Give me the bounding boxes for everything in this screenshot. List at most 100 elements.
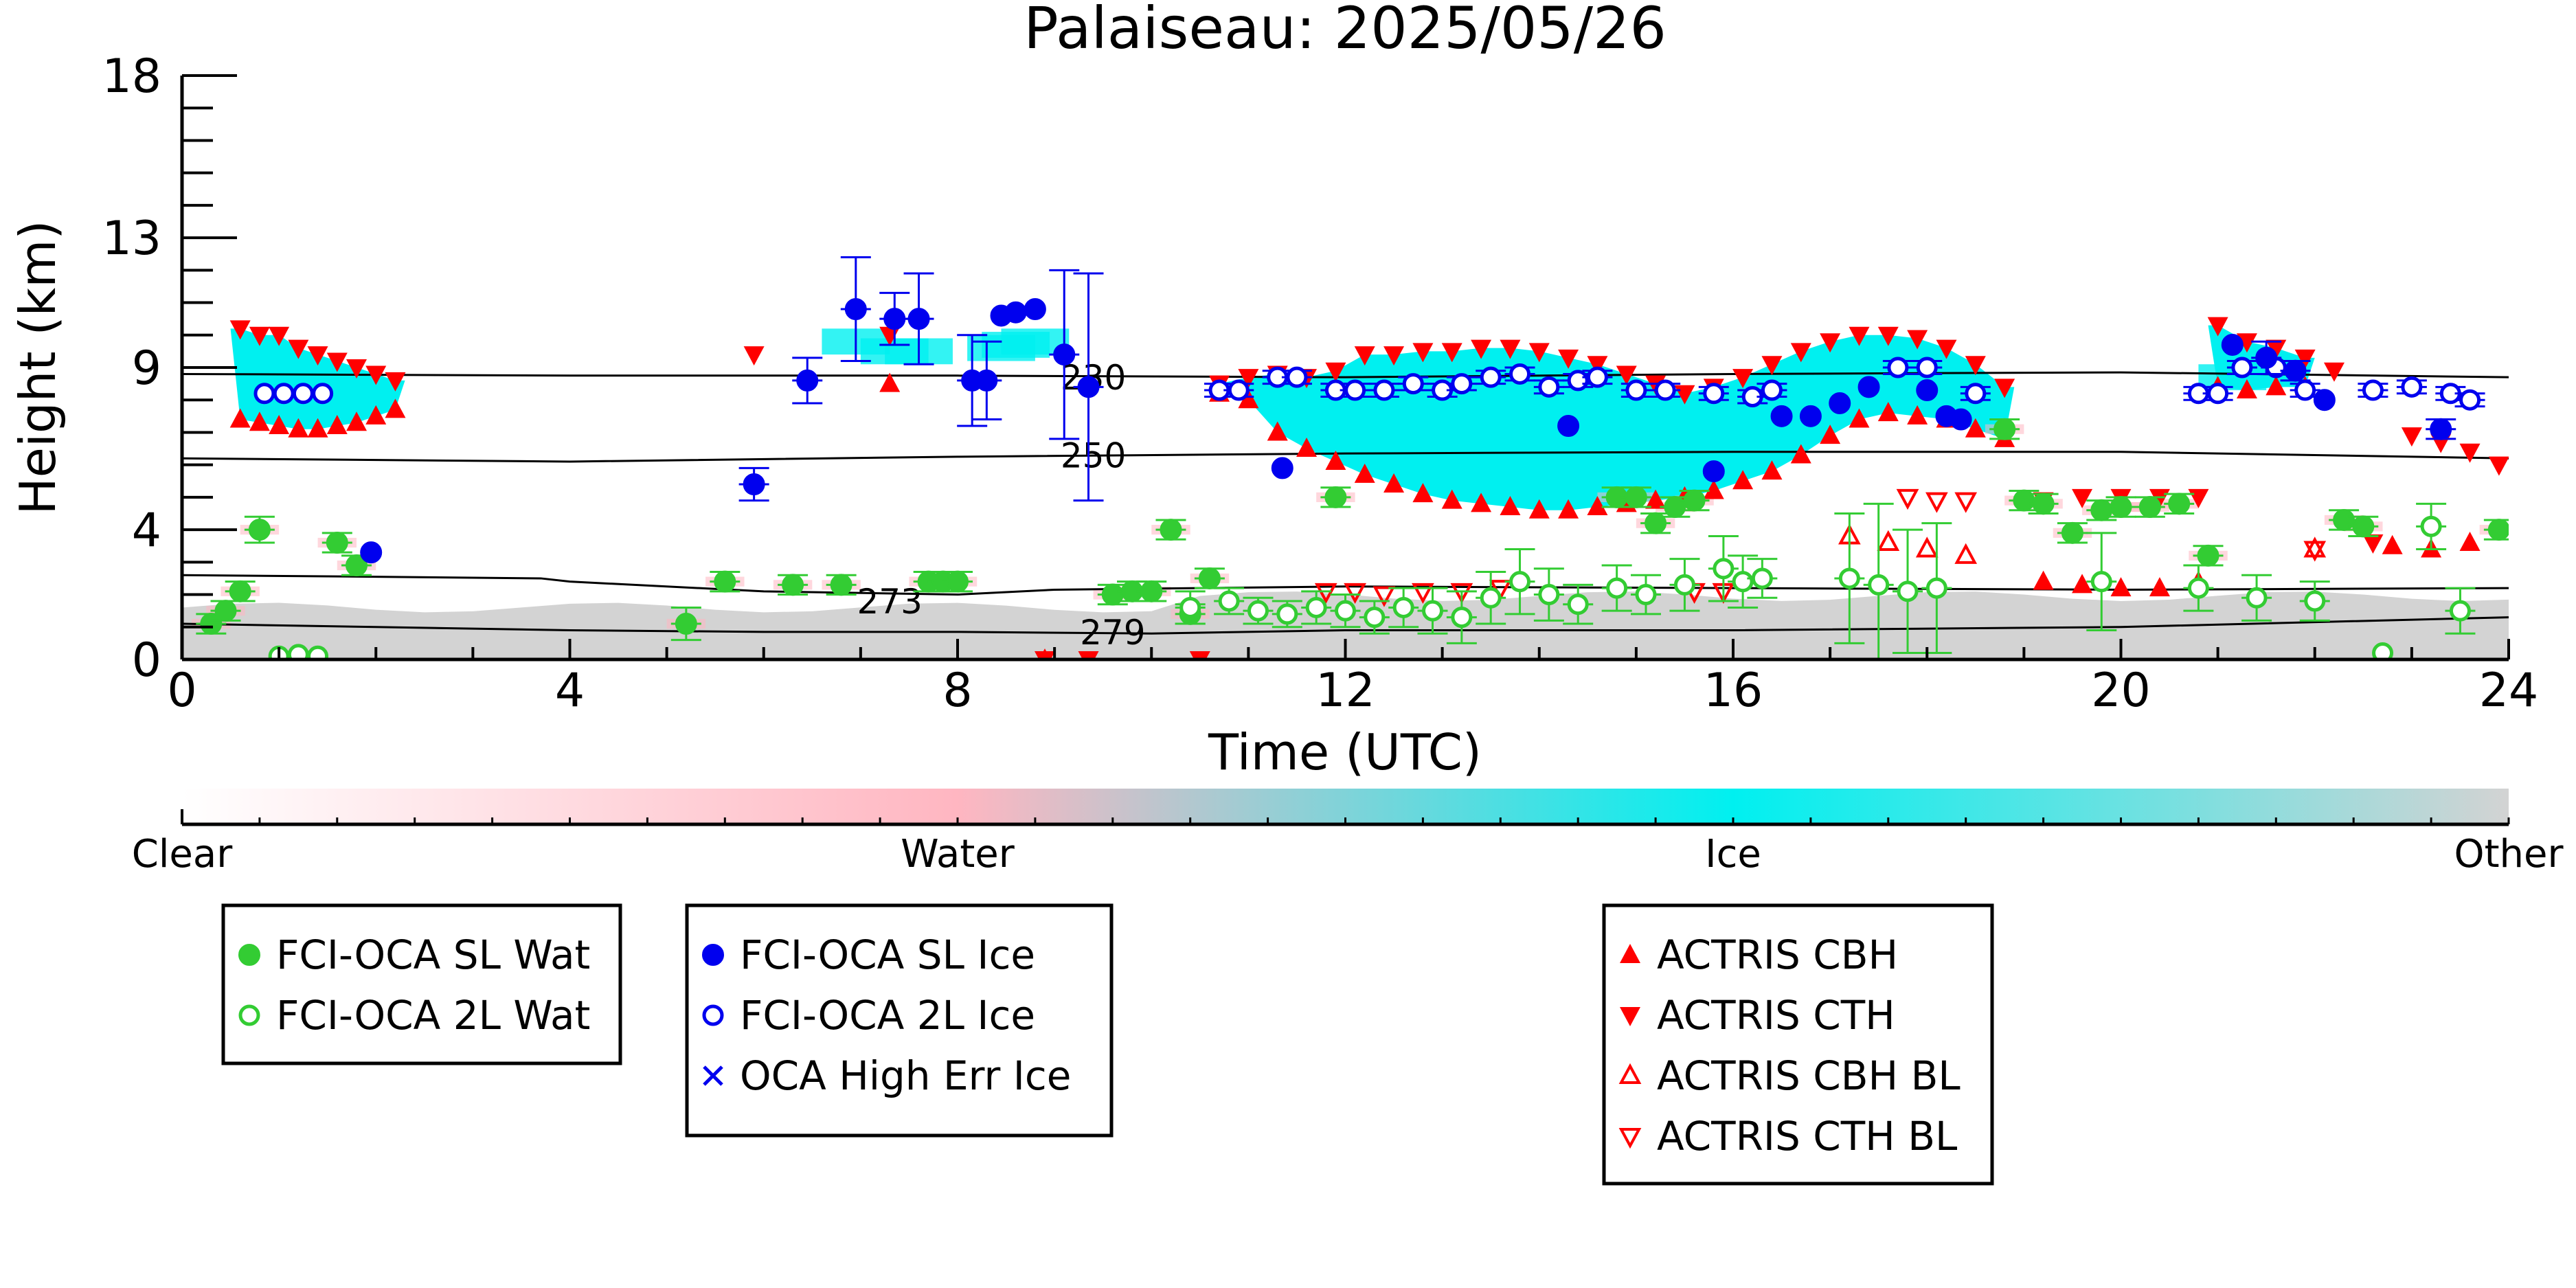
point-actris-cbh bbox=[1471, 493, 1492, 512]
point-fci-oca-2l-ice bbox=[292, 383, 314, 405]
point-actris-cth bbox=[1645, 375, 1667, 395]
point-actris-cbh bbox=[1412, 483, 1434, 503]
point-actris-cbh-bl bbox=[1915, 536, 1939, 558]
point-actris-cth bbox=[1383, 346, 1405, 366]
y-tick-label: 18 bbox=[102, 49, 161, 104]
point-actris-cbh bbox=[346, 411, 368, 431]
x-axis-label: Time (UTC) bbox=[1208, 723, 1482, 781]
point-fci-oca-2l-ice bbox=[2401, 376, 2423, 398]
point-fci-oca-2l-wat bbox=[2187, 577, 2209, 599]
point-fci-oca-sl-wat bbox=[2487, 519, 2509, 541]
data-series bbox=[196, 256, 2509, 659]
y-axis-label: Height (km) bbox=[9, 221, 67, 515]
point-fci-oca-sl-wat bbox=[1160, 519, 1182, 541]
point-fci-oca-sl-ice bbox=[1857, 376, 1880, 398]
point-actris-cth bbox=[1587, 356, 1608, 376]
point-fci-oca-sl-wat bbox=[1683, 489, 1706, 512]
point-actris-cbh bbox=[2033, 570, 2054, 590]
point-fci-oca-2l-wat bbox=[1509, 571, 1531, 593]
point-fci-oca-2l-wat bbox=[2372, 642, 2394, 659]
legend-box-3: ACTRIS CBH ACTRIS CTH ACTRIS CBH BL ACTRIS … bbox=[1602, 903, 1994, 1186]
colorbar-label-clear: Clear bbox=[132, 832, 233, 877]
point-fci-oca-2l-wat bbox=[1713, 558, 1735, 580]
point-fci-oca-sl-wat bbox=[1645, 512, 1667, 534]
point-fci-oca-2l-ice bbox=[1402, 373, 1424, 395]
point-actris-cth bbox=[1790, 343, 1811, 363]
point-fci-oca-sl-ice bbox=[907, 308, 930, 330]
point-fci-oca-2l-wat bbox=[1179, 596, 1201, 618]
point-actris-cbh bbox=[1965, 418, 1986, 438]
series-fci-oca-2l-ice bbox=[253, 357, 2485, 411]
point-actris-cbh bbox=[1849, 408, 1870, 428]
contour-279 bbox=[182, 616, 2509, 635]
point-fci-oca-sl-ice bbox=[1053, 343, 1076, 366]
point-actris-cth bbox=[2401, 427, 2422, 447]
point-actris-cbh bbox=[1558, 499, 1579, 519]
point-actris-cth bbox=[2294, 349, 2316, 369]
point-actris-cbh-bl bbox=[1954, 543, 1978, 564]
contour-label-250: 250 bbox=[1061, 436, 1126, 476]
point-actris-cbh bbox=[249, 411, 270, 431]
legend-marker bbox=[1620, 944, 1640, 963]
point-fci-oca-2l-ice bbox=[2294, 379, 2316, 401]
point-fci-oca-2l-ice bbox=[1451, 373, 1473, 395]
point-fci-oca-2l-ice bbox=[1654, 379, 1676, 401]
legend-entry-label: FCI-OCA SL Wat bbox=[276, 931, 590, 978]
point-actris-cth bbox=[1616, 365, 1637, 385]
point-actris-cth bbox=[229, 320, 251, 340]
point-fci-oca-sl-ice bbox=[2430, 418, 2452, 440]
point-fci-oca-sl-wat bbox=[2110, 496, 2132, 519]
point-fci-oca-2l-ice bbox=[1567, 370, 1589, 392]
point-actris-cbh bbox=[1761, 460, 1783, 480]
point-fci-oca-sl-ice bbox=[1829, 392, 1851, 414]
legend-box-1: FCI-OCA SL Wat FCI-OCA 2L Wat bbox=[221, 903, 622, 1065]
point-fci-oca-2l-wat bbox=[2449, 600, 2471, 622]
legend-marker bbox=[702, 1004, 724, 1026]
point-actris-cbh bbox=[326, 415, 348, 434]
legend-marker bbox=[238, 944, 260, 966]
point-actris-cbh bbox=[1383, 473, 1405, 493]
point-fci-oca-sl-ice bbox=[2313, 389, 2336, 411]
y-tick-label: 9 bbox=[132, 341, 161, 396]
point-fci-oca-2l-ice bbox=[1538, 376, 1560, 398]
point-fci-oca-sl-ice bbox=[1916, 379, 1939, 402]
point-fci-oca-sl-ice bbox=[1271, 457, 1293, 479]
point-fci-oca-2l-wat bbox=[1305, 596, 1327, 618]
point-fci-oca-sl-ice bbox=[844, 298, 867, 320]
point-fci-oca-2l-wat bbox=[1673, 574, 1695, 596]
point-actris-cbh bbox=[385, 398, 406, 418]
point-fci-oca-2l-ice bbox=[2231, 357, 2253, 379]
legend-frame bbox=[1602, 903, 1994, 1186]
point-fci-oca-sl-wat bbox=[229, 580, 251, 602]
point-fci-oca-2l-wat bbox=[1925, 577, 1947, 599]
point-actris-cth bbox=[346, 359, 368, 379]
point-fci-oca-2l-ice bbox=[1286, 366, 1308, 388]
legend: FCI-OCA SL Wat FCI-OCA 2L Wat FCI-OCA SL I… bbox=[221, 903, 1994, 1186]
point-fci-oca-2l-ice bbox=[2207, 383, 2229, 405]
contour-273 bbox=[182, 574, 2509, 596]
point-actris-cth bbox=[2323, 362, 2345, 382]
point-fci-oca-sl-ice bbox=[1770, 405, 1793, 427]
point-fci-oca-2l-wat bbox=[1422, 600, 1444, 622]
legend-marker bbox=[1618, 1128, 1642, 1149]
point-actris-cth bbox=[365, 365, 387, 385]
point-fci-oca-2l-wat bbox=[1218, 590, 1240, 612]
point-fci-oca-2l-ice bbox=[253, 383, 275, 405]
point-actris-cth bbox=[326, 352, 348, 372]
colorbar-label-water: Water bbox=[901, 832, 1015, 877]
x-tick-label: 20 bbox=[2091, 664, 2151, 718]
point-fci-oca-sl-ice bbox=[1702, 460, 1725, 483]
point-actris-cbh bbox=[1907, 405, 1928, 425]
point-fci-oca-sl-ice bbox=[2221, 333, 2244, 356]
legend-entry-label: ACTRIS CBH BL bbox=[1657, 1052, 1961, 1099]
point-actris-cth bbox=[1732, 369, 1754, 389]
point-fci-oca-2l-wat bbox=[1635, 584, 1657, 606]
point-actris-cbh bbox=[1500, 496, 1521, 516]
point-fci-oca-sl-wat bbox=[2138, 496, 2161, 519]
point-actris-cbh bbox=[229, 408, 251, 428]
point-fci-oca-sl-wat bbox=[714, 570, 736, 593]
legend-marker bbox=[1618, 1063, 1642, 1084]
point-actris-cbh bbox=[1820, 425, 1841, 444]
point-actris-cbh bbox=[1325, 450, 1346, 470]
